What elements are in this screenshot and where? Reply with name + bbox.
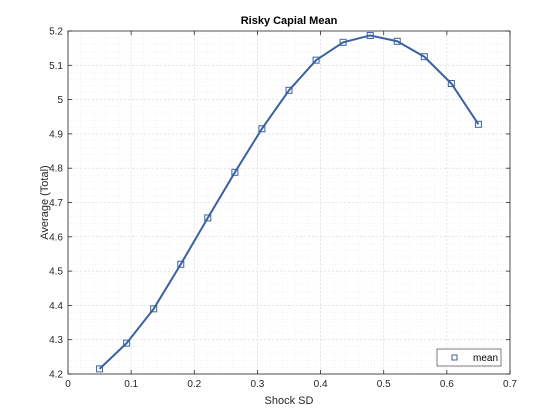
x-tick-label: 0.4	[314, 379, 328, 390]
y-tick-label: 5.1	[49, 61, 63, 72]
x-tick-label: 0.6	[440, 379, 454, 390]
y-tick-label: 4.8	[49, 164, 63, 175]
data-point	[447, 79, 455, 87]
y-tick-label: 4.9	[49, 129, 63, 140]
series-layer	[96, 31, 482, 373]
y-tick-label: 4.5	[49, 267, 63, 278]
data-point	[177, 260, 185, 268]
data-point	[366, 31, 374, 39]
y-tick-label: 5.2	[49, 27, 63, 38]
y-tick-label: 5	[57, 95, 63, 106]
x-tick-label: 0.1	[124, 379, 138, 390]
x-tick-label: 0.2	[187, 379, 201, 390]
data-point	[312, 56, 320, 64]
data-point	[150, 305, 158, 313]
data-point	[204, 214, 212, 222]
x-tick-label: 0	[65, 379, 71, 390]
legend-box	[436, 348, 502, 367]
x-tick-label: 0.3	[250, 379, 264, 390]
data-point	[123, 339, 131, 347]
y-tick-label: 4.4	[49, 301, 63, 312]
data-point	[96, 365, 104, 373]
axis-ticks	[67, 30, 511, 375]
y-tick-label: 4.7	[49, 198, 63, 209]
data-point	[285, 86, 293, 94]
y-tick-label: 4.6	[49, 232, 63, 243]
x-tick-label: 0.5	[377, 379, 391, 390]
data-point	[339, 38, 347, 46]
y-tick-label: 4.2	[49, 370, 63, 381]
chart-title: Risky Capial Mean	[241, 15, 338, 27]
data-point	[474, 120, 482, 128]
tick-labels: 0 0.1 0.2 0.3 0.4 0.5 0.6 0.7 4.2 4.3 4.4 4.5 4.6 4.7…	[49, 27, 517, 391]
legend: mean	[436, 348, 502, 367]
data-point	[393, 37, 401, 45]
data-point	[258, 125, 266, 133]
series-line-mean	[98, 34, 480, 370]
legend-label: mean	[473, 353, 498, 364]
data-point	[420, 53, 428, 61]
y-axis-title: Average (Total)	[39, 165, 51, 239]
legend-marker-square-icon	[451, 354, 458, 361]
data-point	[231, 168, 239, 176]
x-axis-title: Shock SD	[265, 395, 314, 407]
x-tick-label: 0.7	[503, 379, 517, 390]
y-tick-label: 4.3	[49, 335, 63, 346]
